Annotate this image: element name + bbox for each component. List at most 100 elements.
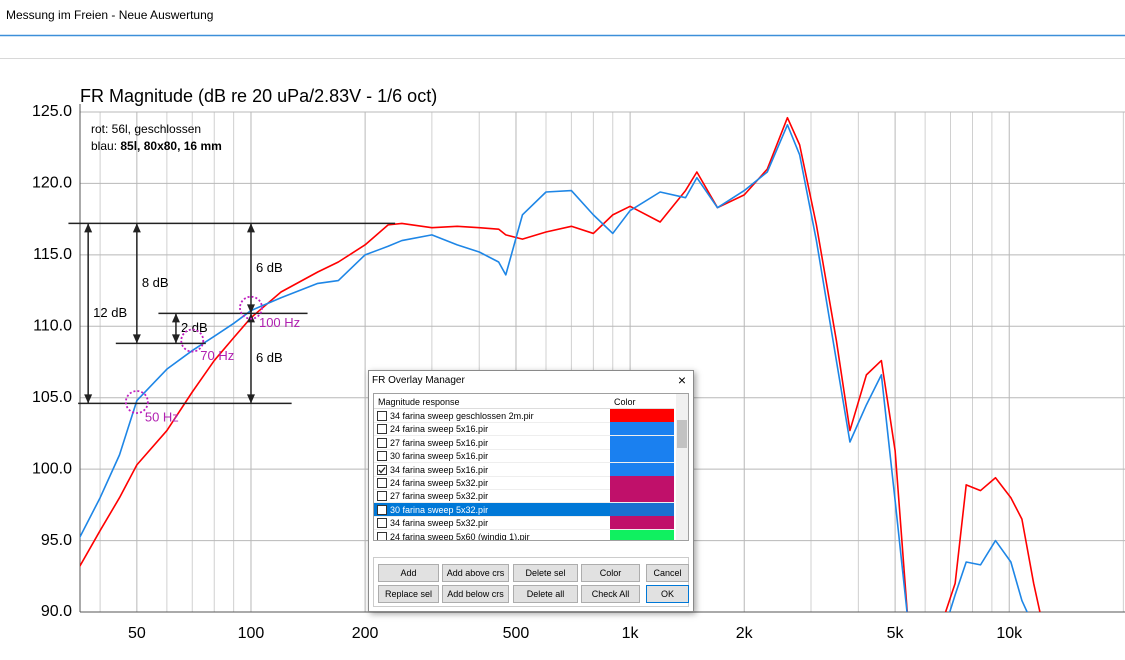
dimension-label: 2 dB [181, 320, 208, 335]
arrow-head [171, 313, 180, 323]
close-button[interactable]: × [677, 372, 686, 388]
row-name: 34 farina sweep geschlossen 2m.pir [390, 411, 534, 421]
list-row[interactable]: 30 farina sweep 5x32.pir [374, 502, 674, 517]
list-row[interactable]: 24 farina sweep 5x16.pir [374, 422, 674, 437]
dimension-label: 6 dB [256, 260, 283, 275]
scroll-thumb[interactable] [677, 420, 687, 448]
button-group: Add Add above crs Delete sel Color Cancel Rep… [373, 557, 689, 607]
checkbox[interactable] [377, 411, 387, 421]
window-title: Messung im Freien - Neue Auswertung [6, 8, 213, 22]
checkbox[interactable] [377, 531, 387, 540]
arrow-head [171, 334, 180, 344]
row-name: 27 farina sweep 5x32.pir [390, 491, 489, 502]
overlay-manager-dialog: FR Overlay Manager × Magnitude response … [368, 370, 694, 612]
response-list: Magnitude response Color 34 farina sweep… [373, 393, 689, 541]
dialog-button[interactable]: Delete sel [513, 564, 578, 582]
checkbox[interactable] [377, 478, 387, 488]
checkbox[interactable] [377, 437, 387, 448]
color-swatch[interactable] [610, 476, 674, 489]
x-tick-label: 200 [352, 625, 379, 642]
list-row[interactable]: 27 farina sweep 5x32.pir [374, 489, 674, 504]
list-row[interactable]: 34 farina sweep 5x32.pir [374, 516, 674, 531]
series-line [80, 124, 1029, 612]
arrow-head [132, 334, 141, 344]
x-tick-label: 1k [622, 625, 640, 642]
column-header: Color [614, 397, 636, 407]
dialog-button[interactable]: Add below crs [442, 585, 509, 603]
row-name: 27 farina sweep 5x16.pir [390, 437, 489, 448]
y-tick-label: 115.0 [33, 246, 72, 263]
dimension-label: 6 dB [256, 350, 283, 365]
y-tick-label: 95.0 [41, 532, 72, 549]
row-name: 24 farina sweep 5x16.pir [390, 424, 489, 435]
check-mark [378, 466, 386, 474]
y-tick-label: 90.0 [41, 603, 72, 620]
color-swatch[interactable] [610, 462, 674, 476]
frequency-marker [124, 390, 149, 414]
y-tick-label: 105.0 [32, 389, 72, 406]
list-row[interactable]: 34 farina sweep 5x16.pir [374, 462, 674, 477]
dialog-button[interactable]: Delete all [513, 585, 578, 603]
color-swatch[interactable] [610, 449, 674, 463]
y-tick-label: 100.0 [32, 460, 72, 477]
dialog-button[interactable]: Check All [581, 585, 640, 603]
dialog-button[interactable]: Color [581, 564, 640, 582]
dialog-button[interactable]: Cancel [646, 564, 689, 582]
arrow-head [246, 394, 255, 404]
x-tick-label: 10k [996, 625, 1023, 642]
frequency-marker [239, 295, 263, 320]
dialog-button[interactable]: OK [646, 585, 689, 603]
list-row[interactable]: 27 farina sweep 5x16.pir [374, 435, 674, 450]
color-swatch[interactable] [610, 529, 674, 540]
arrow-head [246, 304, 255, 314]
checkbox[interactable] [377, 451, 387, 462]
dialog-button[interactable]: Add [378, 564, 439, 582]
row-name: 34 farina sweep 5x32.pir [390, 518, 489, 529]
row-name: 30 farina sweep 5x32.pir [390, 504, 489, 515]
checkbox[interactable] [377, 504, 387, 515]
color-swatch[interactable] [610, 409, 674, 422]
frequency-marker [180, 328, 205, 353]
checkbox[interactable] [377, 491, 387, 502]
legend-bold: 85l, 80x80, 16 mm [120, 139, 221, 153]
marker-label: 50 Hz [145, 409, 179, 424]
x-tick-label: 2k [736, 625, 754, 642]
list-row[interactable]: 34 farina sweep geschlossen 2m.pir [374, 409, 674, 423]
color-swatch[interactable] [610, 422, 674, 436]
arrow-head [84, 394, 93, 404]
marker-label: 100 Hz [259, 315, 300, 330]
dialog-title: FR Overlay Manager [372, 375, 465, 386]
legend-line: blau: 85l, 80x80, 16 mm [91, 139, 222, 153]
row-name: 34 farina sweep 5x16.pir [390, 464, 489, 475]
y-tick-label: 120.0 [32, 175, 72, 192]
marker-label: 70 Hz [200, 348, 234, 363]
checkbox[interactable] [377, 424, 387, 435]
dimension-label: 12 dB [93, 305, 127, 320]
x-tick-label: 50 [128, 625, 146, 642]
dialog-button[interactable]: Replace sel [378, 585, 439, 603]
color-swatch[interactable] [610, 502, 674, 516]
checkbox[interactable] [377, 518, 387, 529]
check-path [378, 466, 386, 474]
list-row[interactable]: 24 farina sweep 5x32.pir [374, 476, 674, 490]
annotations: 12 dB 8 dB 2 dB 6 dB 6 dB 50 Hz 70 Hz 100 Hz [68, 222, 396, 424]
arrow-head [246, 223, 255, 233]
dimension-label: 8 dB [142, 275, 169, 290]
list-row[interactable]: 30 farina sweep 5x16.pir [374, 449, 674, 464]
scrollbar[interactable] [676, 394, 688, 540]
chart-title: FR Magnitude (dB re 20 uPa/2.83V - 1/6 o… [80, 86, 437, 106]
arrow-head [132, 223, 141, 233]
checkbox[interactable] [377, 464, 387, 475]
x-tick-label: 5k [887, 625, 905, 642]
dialog-button[interactable]: Add above crs [442, 564, 509, 582]
list-row[interactable]: 24 farina sweep 5x60 (windig 1).pir [374, 529, 674, 540]
color-swatch[interactable] [610, 516, 674, 530]
column-header: Magnitude response [378, 397, 460, 407]
legend-prefix: blau: [91, 139, 117, 153]
row-name: 30 farina sweep 5x16.pir [390, 451, 489, 462]
color-swatch[interactable] [610, 435, 674, 449]
row-name: 24 farina sweep 5x32.pir [390, 478, 489, 488]
y-tick-label: 110.0 [33, 318, 72, 335]
color-swatch[interactable] [610, 489, 674, 503]
